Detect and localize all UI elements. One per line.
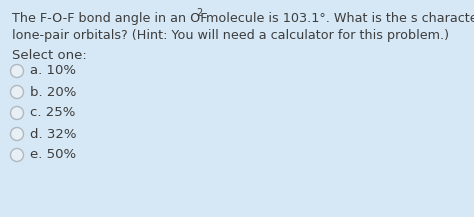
Text: Select one:: Select one: <box>12 49 87 62</box>
Ellipse shape <box>10 85 24 99</box>
Ellipse shape <box>10 148 24 161</box>
Text: molecule is 103.1°. What is the s character in any of the oxygen’s: molecule is 103.1°. What is the s charac… <box>202 12 474 25</box>
Text: 2: 2 <box>196 8 202 18</box>
Text: b. 20%: b. 20% <box>30 85 76 99</box>
Text: a. 10%: a. 10% <box>30 64 76 77</box>
Text: The F-O-F bond angle in an OF: The F-O-F bond angle in an OF <box>12 12 208 25</box>
Ellipse shape <box>10 107 24 120</box>
Text: e. 50%: e. 50% <box>30 148 76 161</box>
Text: c. 25%: c. 25% <box>30 107 75 120</box>
Ellipse shape <box>10 128 24 140</box>
Text: lone-pair orbitals? (Hint: You will need a calculator for this problem.): lone-pair orbitals? (Hint: You will need… <box>12 29 449 42</box>
Text: d. 32%: d. 32% <box>30 128 76 140</box>
Ellipse shape <box>10 64 24 77</box>
